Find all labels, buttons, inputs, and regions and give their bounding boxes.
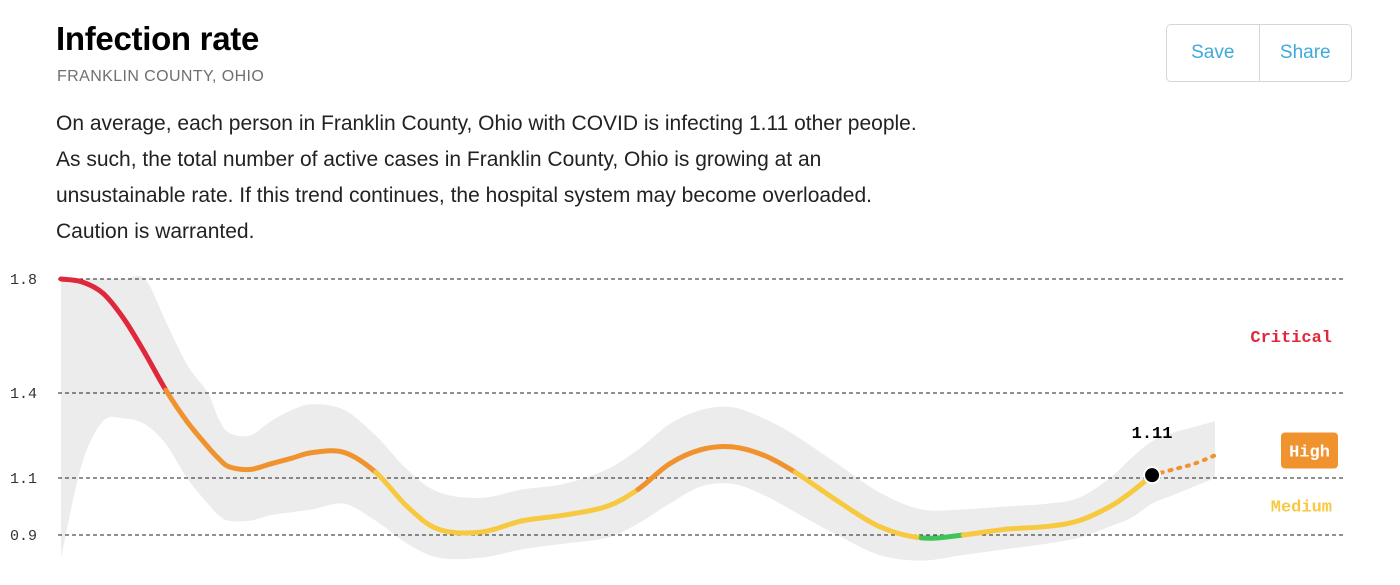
rt-line-segment <box>604 486 641 509</box>
rt-line-segment <box>404 504 442 532</box>
y-tick-label: 1.8 <box>10 272 37 289</box>
rt-line-segment <box>373 469 410 509</box>
rt-line-segment <box>666 447 704 467</box>
zone-label-critical: Critical <box>1250 329 1332 348</box>
share-button[interactable]: Share <box>1260 25 1352 81</box>
rt-line-segment <box>142 350 169 393</box>
button-divider <box>1258 25 1260 81</box>
rt-line-layer <box>58 276 1155 541</box>
rt-line-segment <box>436 526 484 536</box>
rt-line-segment <box>960 526 1008 538</box>
zone-labels: Critical High Medium <box>1250 329 1338 518</box>
gridlines <box>58 278 1345 536</box>
rt-line-segment <box>1044 518 1082 529</box>
rt-line-segment <box>834 498 882 529</box>
rt-line-segment <box>562 504 610 518</box>
axis-labels: 1.8 1.4 1.1 0.9 <box>10 272 37 545</box>
summary-text: On average, each person in Franklin Coun… <box>56 112 917 243</box>
rt-line-segment <box>341 450 379 475</box>
zone-badge-high <box>1281 432 1338 469</box>
current-point-layer: 1.11 <box>1132 425 1173 485</box>
rt-line-segment <box>121 316 148 356</box>
zone-label-medium: Medium <box>1271 499 1332 518</box>
rt-line-segment <box>1002 523 1050 532</box>
save-button[interactable]: Save <box>1167 25 1259 81</box>
rt-line-segment <box>761 452 798 475</box>
rt-line-segment <box>163 387 190 424</box>
infection-rate-chart: 1.11 1.8 1.4 1.1 0.9 Critical High Medium <box>10 272 1345 561</box>
rt-line-segment <box>310 448 347 455</box>
confidence-band-layer <box>61 275 1215 561</box>
rt-line-segment <box>635 461 672 492</box>
current-value-point <box>1143 466 1162 485</box>
rt-line-segment <box>520 512 568 524</box>
y-tick-label: 1.1 <box>10 471 37 488</box>
rt-line-segment <box>58 276 85 285</box>
rt-line-segment <box>1076 504 1113 524</box>
rt-line-segment <box>698 443 735 453</box>
rt-line-segment <box>792 469 840 504</box>
rt-line-segment <box>478 518 526 535</box>
page-title: Infection rate <box>56 20 260 57</box>
y-tick-label: 1.4 <box>10 386 37 403</box>
rt-line-segment <box>100 290 127 322</box>
projection-line <box>1150 453 1217 478</box>
rt-line-segment <box>729 444 767 458</box>
action-button-group: Save Share <box>1166 24 1352 82</box>
rt-line-segment <box>918 532 966 541</box>
projection-layer <box>1150 453 1217 478</box>
current-value-label: 1.11 <box>1132 425 1173 444</box>
location-subtitle: FRANKLIN COUNTY, OHIO <box>57 68 265 85</box>
y-tick-label: 0.9 <box>10 528 37 545</box>
rt-line-segment <box>876 523 924 541</box>
zone-badge-label-high: High <box>1289 444 1330 463</box>
confidence-band <box>61 275 1215 561</box>
